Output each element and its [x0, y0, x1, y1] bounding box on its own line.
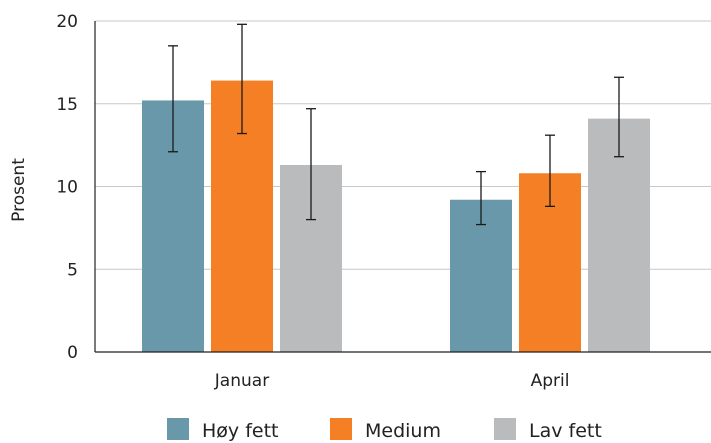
error-bars-group [168, 23, 624, 226]
legend-label: Lav fett [529, 420, 602, 442]
x-tick-label: April [531, 371, 570, 391]
y-tick-label: 10 [56, 178, 78, 198]
y-tick-label: 5 [67, 260, 78, 280]
legend-swatch [494, 418, 516, 440]
axes-group: 0 5 10 15 20 Januar April [56, 12, 711, 391]
bars-group [142, 80, 650, 353]
y-tick-label: 20 [56, 12, 78, 32]
y-axis-label: Prosent [9, 158, 29, 222]
legend-swatch [330, 418, 352, 440]
legend-swatch [167, 418, 189, 440]
legend-label: Høy fett [202, 420, 278, 442]
bar [588, 118, 650, 353]
legend-label: Medium [365, 420, 441, 442]
legend: Høy fett Medium Lav fett [167, 418, 602, 442]
y-tick-label: 15 [56, 95, 78, 115]
y-tick-label: 0 [67, 343, 78, 363]
x-tick-label: Januar [214, 371, 269, 391]
